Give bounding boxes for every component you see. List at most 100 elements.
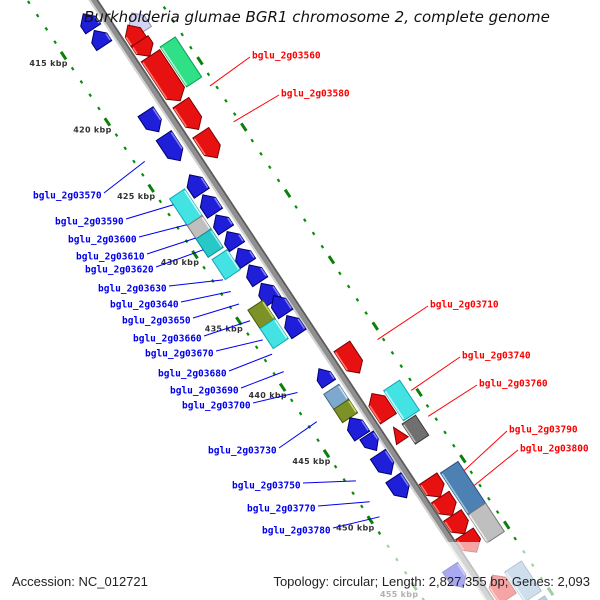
major-tick-mark bbox=[147, 183, 155, 193]
gene-label[interactable]: bglu_2g03700 bbox=[182, 401, 251, 412]
gene-arrow-highlight bbox=[152, 108, 162, 121]
gene-arrow-blue[interactable] bbox=[267, 291, 294, 320]
genome-axis bbox=[69, 0, 535, 600]
gene-arrow-teal[interactable] bbox=[195, 228, 224, 259]
gene-label[interactable]: bglu_2g03650 bbox=[122, 316, 191, 327]
gene-label[interactable]: bglu_2g03580 bbox=[281, 89, 350, 100]
gene-label[interactable]: bglu_2g03760 bbox=[479, 379, 548, 390]
major-tick-mark bbox=[502, 520, 511, 530]
gene-arrow-highlight bbox=[420, 484, 428, 496]
gene-arrow-highlight bbox=[272, 285, 281, 297]
gene-arrow-highlight bbox=[184, 190, 202, 216]
gene-arrow-green[interactable] bbox=[159, 36, 203, 88]
minor-tick-mark bbox=[180, 32, 184, 37]
gene-arrow-red[interactable] bbox=[333, 340, 367, 378]
gene-label[interactable]: bglu_2g03740 bbox=[462, 351, 531, 362]
gene-arrow-red[interactable] bbox=[140, 48, 189, 107]
gene-arrow-highlight bbox=[441, 473, 469, 514]
major-tick-mark bbox=[103, 117, 112, 127]
gene-callout-line bbox=[302, 480, 356, 484]
gene-label[interactable]: bglu_2g03680 bbox=[158, 369, 227, 380]
gene-callout-line bbox=[410, 356, 461, 391]
gene-arrow-highlight bbox=[284, 298, 292, 309]
gene-arrow-blue[interactable] bbox=[155, 129, 188, 166]
gene-arrow-gray[interactable] bbox=[401, 414, 430, 445]
gene-arrow-red[interactable] bbox=[172, 96, 206, 134]
gene-label[interactable]: bglu_2g03610 bbox=[76, 252, 145, 263]
gene-callout-line bbox=[252, 391, 298, 404]
gene-label[interactable]: bglu_2g03630 bbox=[98, 284, 167, 295]
gene-label[interactable]: bglu_2g03800 bbox=[520, 444, 589, 455]
gene-label[interactable]: bglu_2g03660 bbox=[133, 334, 202, 345]
minor-tick-mark bbox=[167, 212, 171, 217]
genome-track bbox=[27, 0, 566, 600]
major-tick-mark bbox=[415, 387, 423, 398]
major-tick-mark bbox=[59, 51, 68, 61]
gene-arrow-highlight bbox=[468, 514, 488, 542]
minor-tick-mark bbox=[263, 358, 268, 363]
major-tick-mark bbox=[278, 382, 287, 392]
minor-tick-mark bbox=[114, 133, 119, 137]
minor-tick-mark bbox=[294, 204, 298, 209]
gene-callout-line bbox=[138, 224, 187, 238]
genome-axis bbox=[64, 0, 530, 600]
minor-tick-mark bbox=[206, 72, 211, 77]
minor-tick-mark bbox=[97, 106, 101, 111]
minor-tick-mark bbox=[189, 45, 193, 50]
gene-arrow-highlight bbox=[213, 197, 222, 208]
gene-label[interactable]: bglu_2g03640 bbox=[110, 300, 179, 311]
gene-label[interactable]: bglu_2g03710 bbox=[430, 300, 499, 311]
gene-label[interactable]: bglu_2g03750 bbox=[232, 481, 301, 492]
gene-label[interactable]: bglu_2g03560 bbox=[252, 51, 321, 62]
major-tick-mark bbox=[240, 122, 248, 132]
gene-arrow-red[interactable] bbox=[192, 126, 225, 164]
gene-label[interactable]: bglu_2g03790 bbox=[509, 425, 578, 436]
gene-arrow-red[interactable] bbox=[388, 423, 410, 446]
gene-callout-line bbox=[332, 516, 380, 529]
genome-axis bbox=[66, 0, 533, 600]
minor-tick-mark bbox=[140, 172, 145, 177]
gene-arrow-highlight bbox=[403, 424, 416, 443]
gene-callout-line bbox=[377, 305, 429, 340]
minor-tick-mark bbox=[311, 231, 316, 236]
gene-callout-line bbox=[240, 371, 284, 389]
minor-tick-mark bbox=[224, 98, 228, 103]
gene-label[interactable]: bglu_2g03600 bbox=[68, 235, 137, 246]
gene-arrow-highlight bbox=[201, 216, 211, 229]
gene-arrow-cyan[interactable] bbox=[211, 248, 241, 281]
gene-label[interactable]: bglu_2g03590 bbox=[55, 217, 124, 228]
gene-callout-line bbox=[203, 320, 251, 337]
gene-arrow-red[interactable] bbox=[130, 35, 158, 62]
gene-arrow-highlight bbox=[338, 385, 348, 400]
gene-label[interactable]: bglu_2g03730 bbox=[208, 446, 277, 457]
gene-label[interactable]: bglu_2g03770 bbox=[247, 504, 316, 515]
gene-arrow-highlight bbox=[193, 138, 206, 156]
major-tick-mark bbox=[322, 449, 331, 459]
gene-label[interactable]: bglu_2g03780 bbox=[262, 526, 331, 537]
gene-arrow-highlight bbox=[372, 432, 379, 440]
gene-arrow-cyan[interactable] bbox=[259, 317, 289, 350]
major-tick-mark bbox=[283, 188, 292, 199]
gene-arrow-highlight bbox=[249, 250, 255, 259]
minor-tick-mark bbox=[215, 85, 219, 90]
minor-tick-mark bbox=[171, 19, 176, 24]
gene-arrow-cyan[interactable] bbox=[383, 379, 421, 422]
gene-label[interactable]: bglu_2g03670 bbox=[145, 349, 214, 360]
minor-tick-mark bbox=[316, 438, 320, 443]
gene-arrow-highlight bbox=[348, 400, 357, 413]
gene-label[interactable]: bglu_2g03690 bbox=[170, 386, 239, 397]
gene-label[interactable]: bglu_2g03570 bbox=[33, 191, 102, 202]
major-tick-mark bbox=[366, 515, 375, 525]
gene-label[interactable]: bglu_2g03620 bbox=[85, 265, 154, 276]
gene-callout-line bbox=[473, 449, 519, 486]
minor-tick-mark bbox=[259, 151, 263, 156]
gene-arrow-blue[interactable] bbox=[280, 311, 307, 340]
minor-tick-mark bbox=[487, 496, 491, 501]
minor-tick-mark bbox=[478, 483, 482, 488]
gene-callout-line bbox=[228, 353, 273, 372]
gene-arrow-red[interactable] bbox=[120, 20, 148, 48]
minor-tick-mark bbox=[232, 112, 237, 117]
gene-callout-line bbox=[155, 249, 204, 268]
gene-arrow-blue[interactable] bbox=[359, 430, 383, 455]
